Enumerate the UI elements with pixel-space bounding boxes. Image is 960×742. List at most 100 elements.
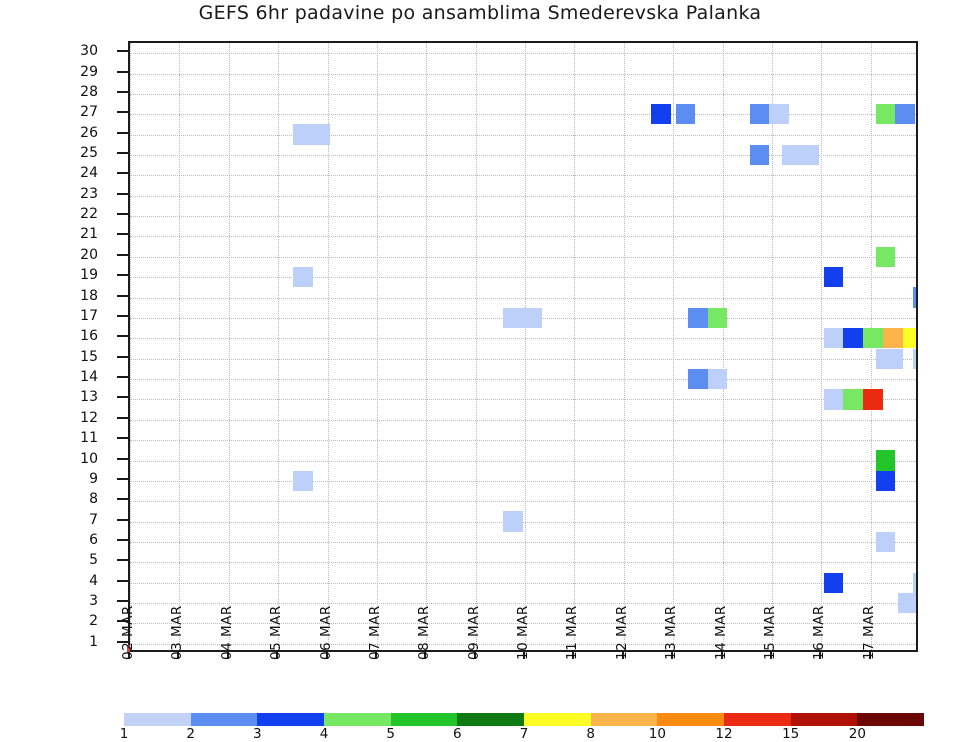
precip-cell <box>292 470 313 492</box>
y-axis-tick-label: 17 <box>80 307 98 324</box>
y-axis-tick <box>117 579 128 582</box>
y-axis-tick <box>117 50 128 53</box>
gridline-horizontal <box>130 236 916 238</box>
y-axis-tick <box>117 640 128 643</box>
y-axis-tick-label: 22 <box>80 206 98 223</box>
y-axis-tick-label: 7 <box>89 511 98 528</box>
colorbar-segment <box>790 713 858 726</box>
precip-cell <box>895 104 916 125</box>
colorbar-tick-label: 10 <box>648 726 666 742</box>
precip-cell <box>502 307 523 329</box>
colorbar-tick-label: 6 <box>453 726 462 742</box>
x-axis-tick <box>226 652 229 659</box>
gridline-vertical <box>574 43 576 650</box>
y-axis-tick <box>117 253 128 256</box>
y-axis-tick-label: 9 <box>89 470 98 487</box>
gridline-horizontal <box>130 643 916 645</box>
gridline-horizontal <box>130 93 916 95</box>
precip-cell <box>769 104 790 125</box>
y-axis-tick <box>117 294 128 297</box>
y-axis-tick <box>117 437 128 440</box>
y-axis-tick-label: 11 <box>80 430 98 447</box>
x-axis-tick <box>671 652 674 659</box>
gridline-vertical <box>722 43 724 650</box>
gridline-horizontal <box>130 134 916 136</box>
x-axis-tick <box>523 652 525 659</box>
gridline-horizontal <box>130 541 916 543</box>
precip-cell <box>823 572 844 593</box>
y-axis-tick-label: 21 <box>80 226 98 243</box>
precip-cell <box>687 368 708 390</box>
x-axis-tick <box>473 652 476 659</box>
gridline-horizontal <box>130 521 916 523</box>
gridline-horizontal <box>130 297 916 299</box>
precip-cell <box>875 470 896 492</box>
colorbar-segment <box>657 713 725 726</box>
gridline-horizontal <box>130 501 916 503</box>
gridline-horizontal <box>130 175 916 177</box>
colorbar-tick-label: 8 <box>586 726 595 742</box>
precip-cell <box>823 328 844 349</box>
y-axis-tick <box>117 314 128 317</box>
gridline-horizontal <box>130 53 916 55</box>
y-axis-tick <box>117 559 128 562</box>
y-axis-tick <box>117 335 128 338</box>
y-axis-tick <box>117 172 128 175</box>
gridline-vertical <box>376 43 378 650</box>
precip-cell <box>875 450 896 471</box>
colorbar-tick-label: 5 <box>386 726 395 742</box>
x-axis-tick-label: 02 MAR <box>120 605 136 660</box>
y-axis-tick-label: 27 <box>80 104 98 121</box>
y-axis-tick <box>117 498 128 501</box>
x-axis-tick-label: 04 MAR <box>218 605 235 660</box>
x-axis-tick <box>325 652 328 659</box>
y-axis-tick-label: 1 <box>89 633 98 650</box>
y-axis-tick <box>117 538 128 541</box>
y-axis-tick-label: 6 <box>89 531 98 548</box>
y-axis-tick <box>117 213 128 216</box>
y-axis-tick <box>117 620 128 623</box>
gridline-horizontal <box>130 379 916 381</box>
x-axis-tick <box>424 652 427 659</box>
precip-cell <box>707 307 728 329</box>
gridline-horizontal <box>130 256 916 258</box>
gridline-horizontal <box>130 216 916 218</box>
gridline-vertical <box>327 43 329 650</box>
y-axis-tick <box>117 152 128 155</box>
y-axis-tick <box>117 396 128 399</box>
x-axis-tick <box>572 652 575 659</box>
grid-layer <box>130 43 916 650</box>
gridline-horizontal <box>130 419 916 421</box>
precip-cell <box>897 592 916 614</box>
y-axis-tick-label: 10 <box>80 450 98 467</box>
precip-cell <box>502 511 523 532</box>
colorbar-tick-label: 2 <box>186 726 195 742</box>
gridline-vertical <box>426 43 428 650</box>
y-axis-tick-label: 13 <box>80 389 98 406</box>
gridline-horizontal <box>130 603 916 605</box>
x-axis-tick-label: 03 MAR <box>169 605 186 660</box>
x-axis-tick <box>276 652 279 659</box>
precip-cell <box>863 389 883 410</box>
y-axis-tick <box>117 416 128 419</box>
plot-area <box>128 41 918 652</box>
precip-cell <box>902 328 916 349</box>
colorbar-tick-label: 1 <box>119 726 129 742</box>
y-axis-tick <box>117 111 128 114</box>
y-axis-tick-label: 16 <box>80 328 98 345</box>
precip-cell <box>823 389 844 410</box>
gridline-horizontal <box>130 338 916 340</box>
gridline-horizontal <box>130 399 916 401</box>
precip-cell <box>675 104 696 125</box>
precip-cell <box>707 368 728 390</box>
precip-cell <box>292 267 313 288</box>
gridline-horizontal <box>130 623 916 625</box>
precip-cell <box>875 104 896 125</box>
y-axis-tick-label: 2 <box>89 613 98 630</box>
colorbar-tick-label: 12 <box>715 726 733 742</box>
y-axis-tick-label: 5 <box>89 552 98 569</box>
gridline-vertical <box>821 43 823 650</box>
y-axis-tick-label: 12 <box>80 409 98 426</box>
precip-cell <box>863 328 883 349</box>
x-axis-tick-label: 16 MAR <box>811 605 828 660</box>
